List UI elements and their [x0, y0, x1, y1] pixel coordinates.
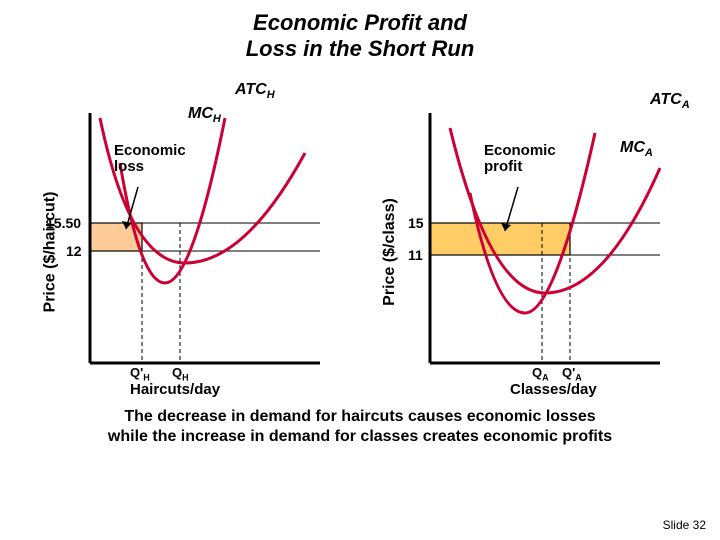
economic-profit-rect	[430, 223, 570, 255]
left-region-label: Economic loss	[114, 143, 186, 176]
left-chart: Price ($/haircut) ATCH MCH Economic loss…	[30, 83, 350, 403]
left-tick-lower: 12	[66, 243, 82, 259]
left-y-axis-label: Price ($/haircut)	[41, 191, 59, 312]
right-atc-label: ATCA	[650, 91, 690, 111]
slide-title: Economic Profit and Loss in the Short Ru…	[0, 0, 720, 63]
right-mc-label: MCA	[620, 139, 653, 159]
left-tick-upper: 15.50	[46, 215, 81, 231]
slide-caption: The decrease in demand for haircuts caus…	[0, 407, 720, 447]
right-y-axis-label: Price ($/class)	[381, 198, 399, 306]
right-x-axis-label: Classes/day	[510, 381, 597, 398]
right-q: QA	[532, 365, 549, 383]
right-tick-upper: 15	[408, 215, 424, 231]
left-q-prime: Q'H	[130, 365, 150, 383]
title-line-1: Economic Profit and	[253, 10, 467, 35]
right-tick-lower: 11	[408, 247, 423, 263]
caption-line-1: The decrease in demand for haircuts caus…	[124, 408, 595, 425]
right-chart: Price ($/class) ATCA MCA Economic profit…	[370, 83, 690, 403]
caption-line-2: while the increase in demand for classes…	[108, 428, 612, 445]
right-q-prime: Q'A	[562, 365, 582, 383]
charts-container: Price ($/haircut) ATCH MCH Economic loss…	[0, 83, 720, 403]
title-line-2: Loss in the Short Run	[246, 36, 475, 61]
right-region-label: Economic profit	[484, 143, 556, 176]
left-q: QH	[172, 365, 189, 383]
right-chart-svg	[370, 83, 690, 403]
left-x-axis-label: Haircuts/day	[130, 381, 220, 398]
left-mc-label: MCH	[188, 105, 221, 125]
slide-number: Slide 32	[663, 518, 706, 532]
left-atc-label: ATCH	[235, 81, 275, 101]
